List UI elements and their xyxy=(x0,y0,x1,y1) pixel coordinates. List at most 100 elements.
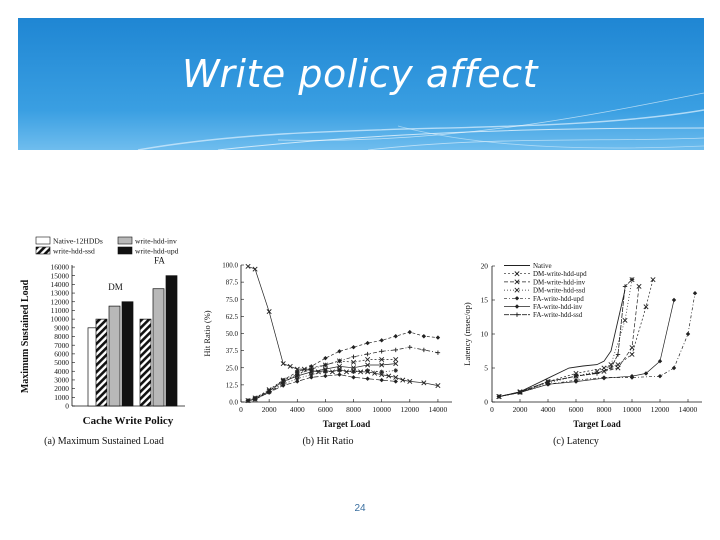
series-line xyxy=(247,363,396,401)
data-point xyxy=(615,365,621,371)
y-tick-label: 1000 xyxy=(54,393,69,402)
legend-swatch xyxy=(117,246,133,255)
data-point xyxy=(400,377,406,383)
data-point xyxy=(545,379,551,384)
data-point xyxy=(322,362,328,368)
data-point xyxy=(379,349,384,354)
data-point xyxy=(337,372,342,377)
data-point xyxy=(650,277,656,283)
data-point xyxy=(329,369,335,375)
x-tick-label: 6000 xyxy=(569,405,584,414)
data-point xyxy=(245,398,251,403)
y-tick-label: 50.0 xyxy=(226,330,239,338)
bar xyxy=(165,275,178,407)
y-tick-label: 11000 xyxy=(51,306,70,315)
legend-label: Native-12HDDs xyxy=(53,237,103,246)
chart-hit-ratio: 0.0 12.5 25.0 37.5 50.0 62.5 75.0 87.5 100.0 0 200… xyxy=(202,262,452,447)
data-point xyxy=(309,375,314,380)
x-tick-label: 8000 xyxy=(346,405,361,414)
data-point xyxy=(594,371,600,376)
data-point xyxy=(351,345,356,350)
data-point xyxy=(573,379,579,384)
data-point xyxy=(294,372,300,378)
y-tick-label: 4000 xyxy=(54,367,69,376)
data-point xyxy=(295,376,300,381)
data-point xyxy=(393,334,398,339)
data-point xyxy=(435,350,441,355)
data-point xyxy=(280,377,286,383)
series-line xyxy=(498,286,640,397)
y-tick-label: 6000 xyxy=(54,349,69,358)
series-line xyxy=(247,266,438,386)
data-point xyxy=(365,351,370,357)
x-tick-label: 10000 xyxy=(372,405,391,414)
y-tick-label: 15 xyxy=(481,296,489,305)
x-tick-label: 12000 xyxy=(651,405,670,414)
bar xyxy=(108,305,121,407)
data-point xyxy=(622,317,628,323)
data-point xyxy=(252,397,258,402)
data-point xyxy=(643,371,649,376)
chart-latency: 0 5 10 15 20 0 2000 4000 6000 8000 10000 12000 14000… xyxy=(462,262,702,447)
x-tick-label: 4000 xyxy=(290,405,305,414)
y-tick-label: 12.5 xyxy=(226,381,239,389)
data-point xyxy=(393,368,398,373)
data-point xyxy=(629,373,635,379)
y-tick-label: 100.0 xyxy=(222,262,238,270)
data-point xyxy=(386,373,392,379)
data-point xyxy=(295,379,300,384)
data-point xyxy=(608,362,614,368)
legend-marker xyxy=(514,271,520,277)
chart-caption: (a) Maximum Sustained Load xyxy=(44,436,164,447)
data-point xyxy=(608,365,614,371)
data-point xyxy=(372,370,378,376)
data-point xyxy=(379,362,385,368)
x-tick-label: 12000 xyxy=(401,405,420,414)
data-point xyxy=(365,376,370,381)
data-point xyxy=(629,351,635,357)
data-point xyxy=(351,359,357,365)
bar xyxy=(152,288,165,407)
legend-label: DM-write-hdd-upd xyxy=(533,270,587,278)
series-line xyxy=(498,279,633,397)
y-tick-label: 0 xyxy=(484,398,488,407)
data-point xyxy=(407,345,412,350)
series-line xyxy=(247,374,396,401)
y-tick-label: 13000 xyxy=(51,289,70,298)
legend-marker xyxy=(514,279,520,285)
data-point xyxy=(336,358,342,364)
data-point xyxy=(643,304,649,310)
chart-caption: (c) Latency xyxy=(553,436,599,447)
title-banner xyxy=(18,18,704,150)
data-point xyxy=(323,373,328,379)
y-tick-label: 14000 xyxy=(51,280,70,289)
legend-label: FA-write-hdd-upd xyxy=(533,295,584,303)
y-tick-label: 37.5 xyxy=(226,347,239,355)
x-axis-label: Cache Write Policy xyxy=(83,415,174,427)
y-tick-label: 87.5 xyxy=(226,279,239,287)
series-line xyxy=(247,370,396,401)
y-tick-label: 15000 xyxy=(51,271,70,280)
legend-label: Native xyxy=(533,262,552,270)
y-tick-label: 9000 xyxy=(54,323,69,332)
legend-label: DM-write-hdd-inv xyxy=(533,278,586,286)
series-line xyxy=(247,331,438,401)
slide-title: Write policy affect xyxy=(181,52,539,96)
legend-swatch xyxy=(35,236,51,245)
data-point xyxy=(517,390,523,395)
banner-background xyxy=(18,18,704,150)
data-point xyxy=(407,378,413,384)
legend-label: FA-write-hdd-inv xyxy=(533,303,583,311)
data-point xyxy=(545,382,551,387)
x-tick-label: 14000 xyxy=(679,405,698,414)
data-point xyxy=(336,363,342,369)
data-point xyxy=(358,369,364,375)
page-number: 24 xyxy=(354,503,366,514)
group-label: DM xyxy=(108,282,123,292)
x-tick-label: 4000 xyxy=(541,405,556,414)
data-point xyxy=(379,377,384,383)
data-point xyxy=(281,383,286,388)
x-axis-label: Target Load xyxy=(573,419,620,429)
group-label: FA xyxy=(154,256,165,266)
data-point xyxy=(365,368,370,373)
